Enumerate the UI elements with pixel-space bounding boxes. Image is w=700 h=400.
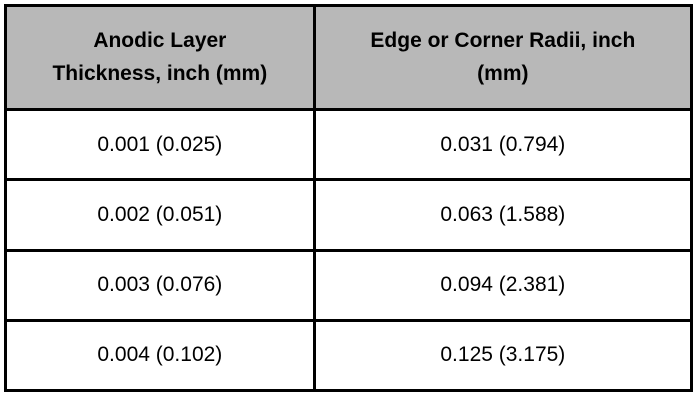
header-label-edge-radii: Edge or Corner Radii, inch (mm) — [370, 28, 636, 85]
cell-anodic-thickness: 0.003 (0.076) — [4, 248, 316, 322]
table-row: 0.001 (0.025) 0.031 (0.794) — [4, 107, 694, 182]
cell-edge-radii: 0.094 (2.381) — [312, 248, 694, 322]
table-row: 0.002 (0.051) 0.063 (1.588) — [4, 178, 694, 252]
header-cell-anodic-thickness: Anodic Layer Thickness, inch (mm) — [4, 4, 316, 111]
table-row: 0.003 (0.076) 0.094 (2.381) — [4, 248, 694, 322]
cell-anodic-thickness: 0.004 (0.102) — [4, 318, 316, 393]
anodic-thickness-radii-table: Anodic Layer Thickness, inch (mm) Edge o… — [4, 4, 694, 393]
cell-edge-radii: 0.063 (1.588) — [312, 178, 694, 252]
cell-anodic-thickness: 0.001 (0.025) — [4, 107, 316, 182]
cell-anodic-thickness: 0.002 (0.051) — [4, 178, 316, 252]
cell-edge-radii: 0.125 (3.175) — [312, 318, 694, 393]
table-row: 0.004 (0.102) 0.125 (3.175) — [4, 318, 694, 393]
header-row: Anodic Layer Thickness, inch (mm) Edge o… — [4, 4, 694, 111]
cell-edge-radii: 0.031 (0.794) — [312, 107, 694, 182]
header-label-anodic-thickness: Anodic Layer Thickness, inch (mm) — [52, 28, 268, 85]
header-cell-edge-radii: Edge or Corner Radii, inch (mm) — [312, 4, 694, 111]
